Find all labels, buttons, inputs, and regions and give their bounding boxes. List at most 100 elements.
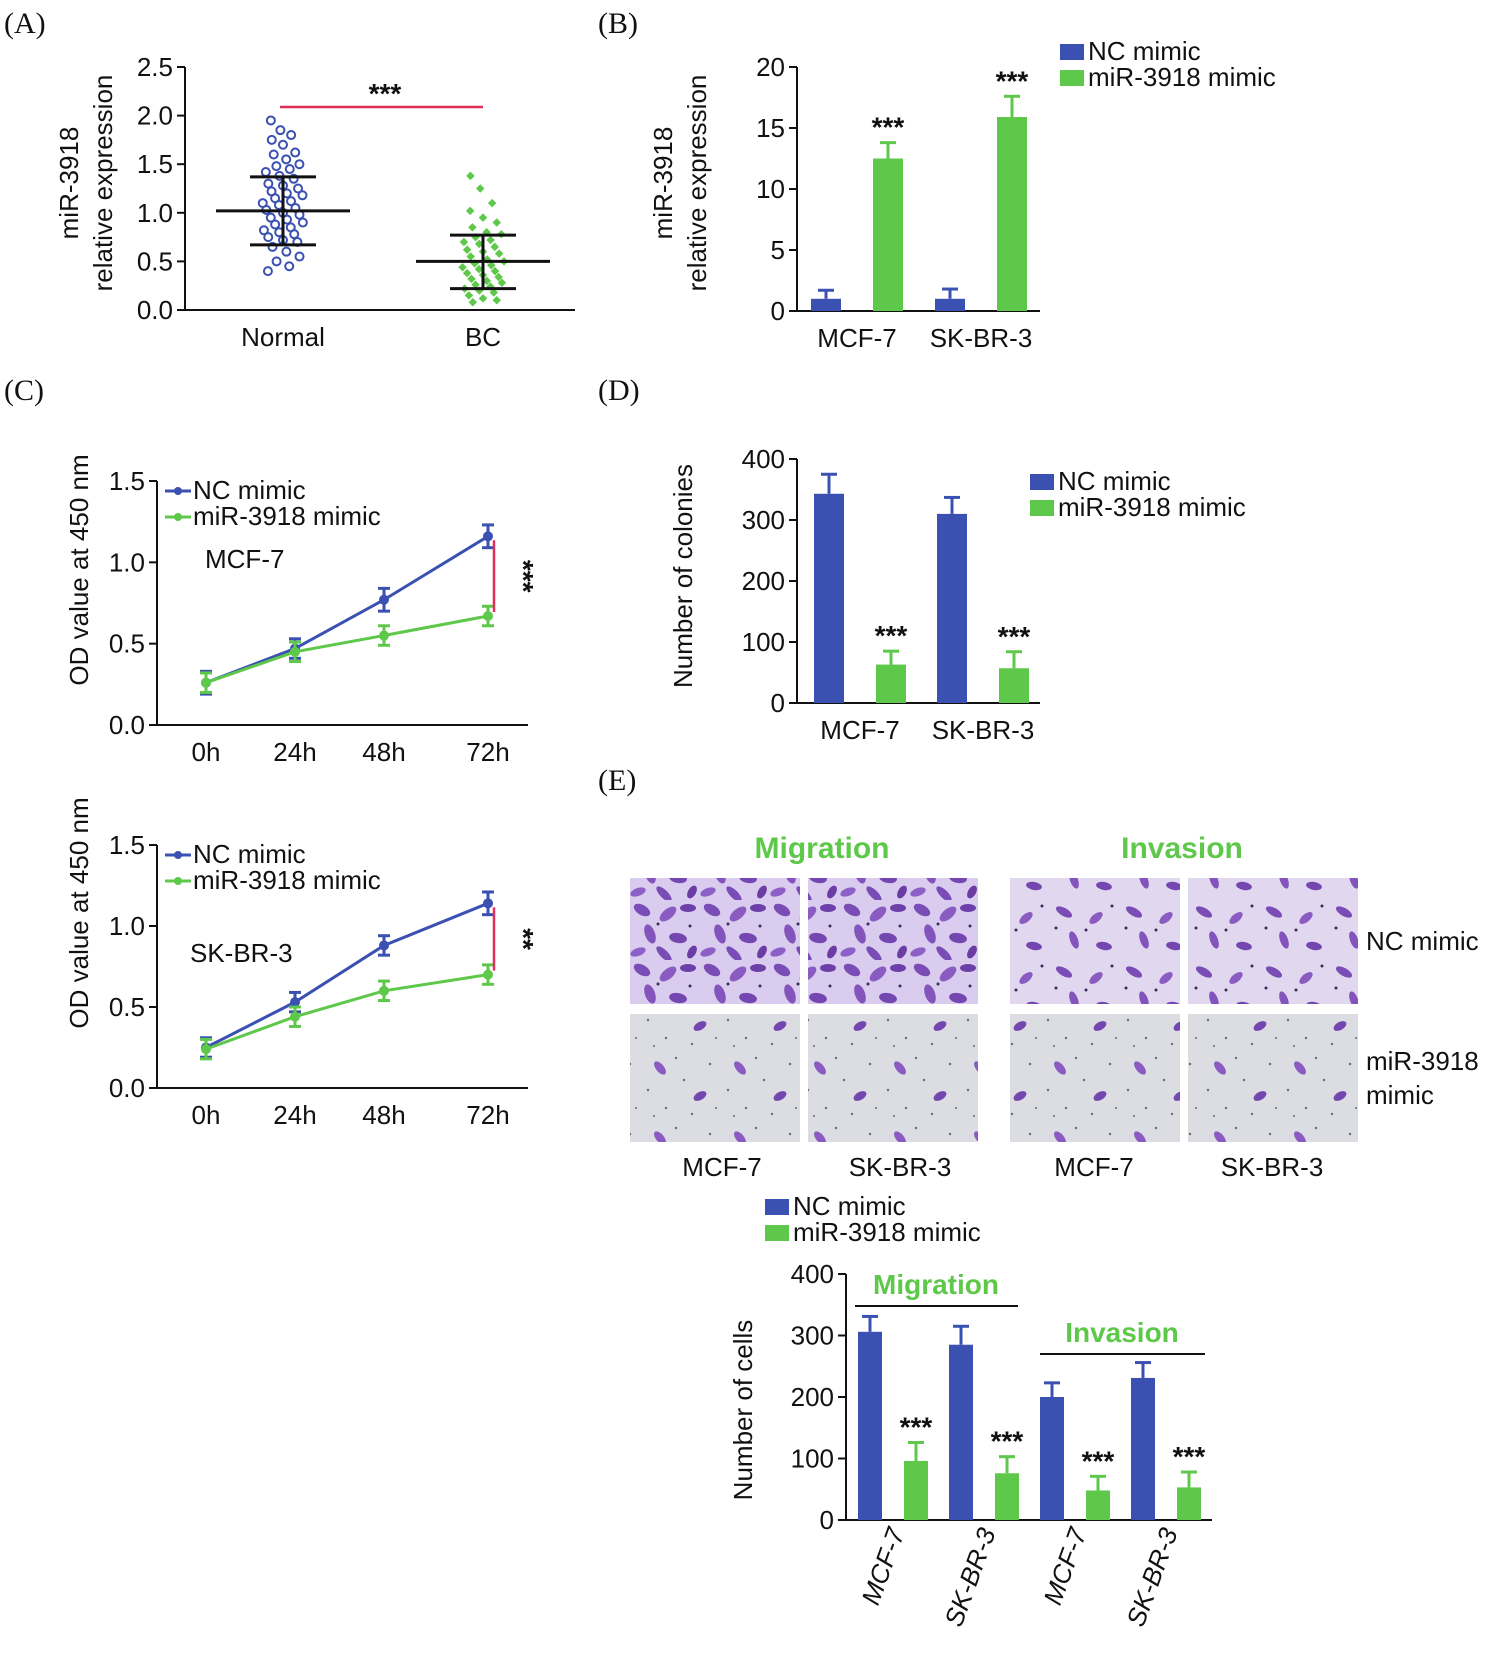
chart-d-ytick-label: 100 — [742, 627, 785, 657]
chart-e-ytick-label: 0 — [820, 1505, 834, 1535]
row-label-nc: NC mimic — [1366, 926, 1479, 956]
chart-e-xtick-label: MCF-7 — [1037, 1522, 1093, 1608]
chart-a-point-bc — [487, 198, 497, 208]
chart-d-bar-nc — [814, 493, 844, 703]
legend-swatch-mir — [765, 1225, 789, 1241]
chart-e-group-invasion: Invasion — [1065, 1317, 1179, 1348]
chart-a-point-bc — [490, 266, 500, 276]
chart-a-ytick-label: 1.0 — [137, 198, 173, 228]
panel-label-e: (E) — [598, 764, 636, 797]
micrograph-migration-skbr3-nc — [808, 878, 978, 1004]
chart-d-ytick-label: 400 — [742, 444, 785, 474]
legend-label-mir: miR-3918 mimic — [1088, 62, 1276, 92]
legend-label-nc: NC mimic — [1058, 466, 1171, 496]
chart-a-point-normal — [271, 161, 282, 172]
chart-d-ylabel: Number of colonies — [668, 464, 698, 688]
col-label-4: SK-BR-3 — [1221, 1152, 1324, 1182]
chart-c2-ytick-label: 0.5 — [109, 992, 145, 1022]
chart-a-ytick-label: 1.5 — [137, 149, 173, 179]
legend-marker-mir — [174, 877, 182, 885]
chart-a-xtick-label: Normal — [241, 322, 325, 352]
legend-label-mir: miR-3918 mimic — [793, 1217, 981, 1247]
micrograph-migration-mcf7-nc — [630, 878, 800, 1004]
chart-a-point-bc — [462, 245, 472, 254]
chart-b-bar-mir — [997, 117, 1027, 312]
chart-a-point-bc — [489, 288, 499, 297]
micrograph-migration-mcf7-mir — [630, 1014, 800, 1142]
chart-a-point-bc — [494, 272, 503, 282]
chart-c1-marker — [483, 611, 493, 622]
chart-e-ytick-label: 100 — [791, 1444, 834, 1474]
chart-a-point-normal — [281, 246, 292, 257]
chart-c2-xtick-label: 48h — [362, 1100, 405, 1130]
legend-marker-mir — [174, 513, 182, 521]
chart-c1-xtick-label: 0h — [192, 737, 221, 767]
chart-a-point-normal — [271, 256, 282, 267]
chart-c2-xtick-label: 24h — [273, 1100, 316, 1130]
chart-a-significance: *** — [369, 78, 402, 109]
chart-d-bar-nc — [937, 513, 967, 703]
chart-e-significance: *** — [1173, 1441, 1206, 1472]
chart-e-bar-mir — [1086, 1490, 1110, 1520]
chart-b-xtick-label: MCF-7 — [817, 323, 896, 353]
chart-c2-xtick-label: 72h — [466, 1100, 509, 1130]
micrograph-invasion-skbr3-nc — [1188, 878, 1358, 1004]
chart-d-significance: *** — [998, 621, 1031, 652]
chart-a-point-normal — [263, 232, 274, 243]
chart-c2-marker — [201, 1044, 211, 1055]
chart-c1-marker — [379, 594, 389, 605]
chart-d-ytick-label: 0 — [771, 688, 785, 718]
chart-c1-marker — [483, 531, 493, 542]
chart-a-point-bc — [490, 242, 499, 252]
chart-c-skbr3-line: OD value at 450 nm SK-BR-3 0.0 0.5 1.0 1.5 0… — [64, 797, 539, 1130]
chart-d-ytick-label: 200 — [742, 566, 785, 596]
chart-a-point-normal — [294, 159, 305, 170]
chart-a-point-bc — [494, 249, 504, 258]
chart-c2-marker — [290, 997, 300, 1008]
chart-d-bar-mir — [999, 668, 1029, 703]
chart-a-point-normal — [260, 166, 271, 177]
legend-label-mir: miR-3918 mimic — [193, 865, 381, 895]
chart-a-point-bc — [478, 213, 488, 222]
chart-a-point-normal — [293, 183, 304, 194]
legend-swatch-nc — [1030, 474, 1054, 490]
chart-a-ytick-label: 0.0 — [137, 295, 173, 325]
legend-swatch-nc — [765, 1199, 789, 1215]
chart-a-point-bc — [466, 252, 475, 261]
chart-a-point-bc — [468, 297, 478, 307]
chart-a-point-bc — [465, 206, 475, 216]
chart-c1-xtick-label: 72h — [466, 737, 509, 767]
legend-swatch-mir — [1060, 70, 1084, 86]
legend-label-nc: NC mimic — [1088, 36, 1201, 66]
panel-label-b: (B) — [598, 7, 638, 40]
row-label-mir-line2: mimic — [1366, 1080, 1434, 1110]
micrograph-invasion-mcf7-nc — [1010, 878, 1180, 1004]
chart-e-ytick-label: 300 — [791, 1321, 834, 1351]
chart-a-point-bc — [468, 223, 477, 232]
chart-c1-marker — [290, 646, 300, 657]
micrograph-migration-skbr3-mir — [808, 1014, 978, 1142]
chart-b-bar-nc — [811, 298, 841, 311]
chart-d-xtick-label: MCF-7 — [820, 715, 899, 745]
chart-c2-marker — [379, 940, 389, 951]
legend-swatch-nc — [1060, 44, 1084, 60]
chart-c2-annotation: SK-BR-3 — [190, 938, 293, 968]
chart-e-xtick-label: SK-BR-3 — [1120, 1523, 1183, 1630]
legend-label-mir: miR-3918 mimic — [1058, 492, 1246, 522]
chart-a-point-bc — [497, 278, 507, 288]
chart-a-point-normal — [281, 154, 292, 165]
chart-e-xtick-label: MCF-7 — [855, 1522, 911, 1608]
panel-label-d: (D) — [598, 374, 640, 407]
chart-a-point-normal — [265, 115, 276, 126]
chart-a-point-bc — [466, 171, 475, 181]
chart-a-point-normal — [278, 139, 288, 150]
chart-b-bar: miR-3918 relative expression 0 5 10 15 20 ***… — [648, 36, 1276, 353]
legend-marker-nc — [174, 487, 182, 495]
micrograph-invasion-skbr3-mir — [1188, 1014, 1358, 1142]
chart-a-point-normal — [297, 217, 308, 228]
chart-a-point-bc — [464, 291, 474, 300]
legend-label-nc: NC mimic — [193, 475, 306, 505]
row-label-mir-line1: miR-3918 — [1366, 1046, 1479, 1076]
chart-a-point-normal — [270, 219, 281, 230]
